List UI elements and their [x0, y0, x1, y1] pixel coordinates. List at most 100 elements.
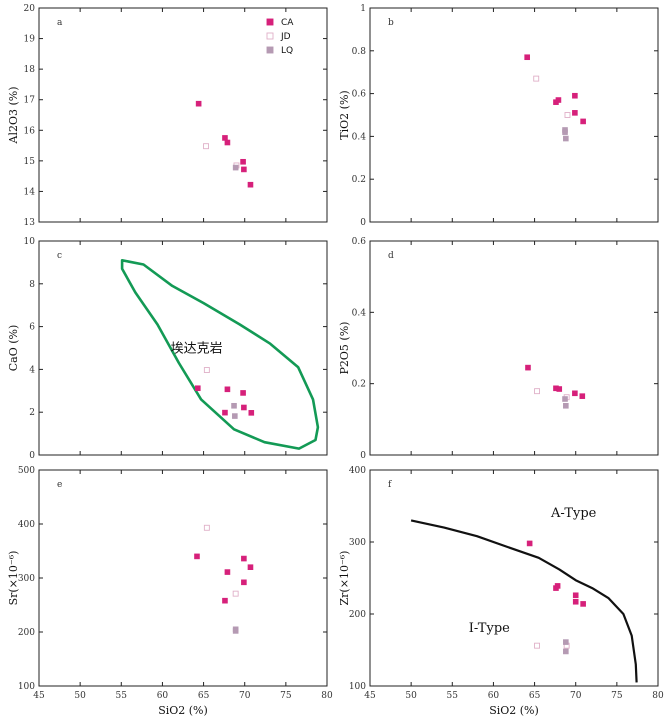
plot-frame	[38, 469, 328, 687]
plot-frame	[369, 7, 659, 223]
y-axis-label: Al2O3 (%)	[7, 86, 20, 144]
data-point-ca	[247, 181, 254, 188]
data-point-ca	[194, 553, 200, 560]
panel-letter: a	[57, 18, 63, 28]
legend-marker-jd	[266, 32, 274, 40]
panel-letter: b	[388, 18, 394, 28]
y-tick-label: 8	[29, 280, 35, 290]
data-point-ca	[580, 601, 586, 607]
data-point-ca	[240, 390, 246, 396]
y-tick-label: 19	[24, 35, 36, 45]
y-axis-label: P2O5 (%)	[338, 322, 351, 375]
data-point-ca	[240, 158, 246, 165]
data-point-ca	[247, 564, 254, 571]
data-point-ca	[241, 579, 247, 586]
data-point-lq	[232, 164, 239, 171]
y-tick-label: 0.4	[352, 308, 367, 318]
legend: CA JD LQ	[266, 18, 294, 56]
data-point-ca	[572, 598, 579, 605]
x-tick-label: 75	[611, 691, 623, 701]
data-point-lq	[563, 135, 569, 142]
data-point-ca	[554, 583, 561, 589]
y-tick-label: 300	[18, 574, 35, 584]
data-point-lq	[562, 396, 568, 402]
data-point-jd	[534, 388, 540, 395]
chart-panel-a: 13 14 15 16 17 18 19 20 a Al2O3 (%) CA JD LQ	[7, 4, 328, 228]
x-axis-label: SiO2 (%)	[489, 704, 539, 717]
data-point-ca	[241, 166, 247, 173]
y-axis-label: TiO2 (%)	[338, 90, 351, 139]
y-tick-label: 6	[29, 323, 35, 333]
data-point-jd	[203, 143, 209, 150]
region-label-i-type: I-Type	[469, 621, 510, 636]
region-label-a-type: A-Type	[550, 506, 597, 521]
data-point-jd	[534, 642, 540, 649]
data-point-ca	[580, 118, 586, 125]
x-tick-label: 65	[529, 691, 541, 701]
y-tick-label: 0	[360, 451, 366, 461]
y-axis-label: CaO (%)	[7, 325, 20, 372]
legend-marker-ca	[266, 18, 274, 26]
data-point-ca	[572, 390, 578, 397]
x-tick-label: 80	[652, 691, 664, 701]
data-point-ca	[222, 409, 228, 416]
legend-marker-lq	[266, 46, 274, 54]
y-tick-label: 16	[24, 126, 36, 136]
x-tick-label: 50	[405, 691, 417, 701]
y-tick-label: 0.6	[352, 90, 367, 100]
data-point-ca	[572, 92, 578, 99]
data-point-ca	[224, 569, 231, 575]
y-tick-label: 15	[24, 157, 36, 167]
y-tick-label: 0.6	[352, 237, 367, 247]
y-tick-label: 100	[349, 682, 366, 692]
y-tick-label: 400	[18, 520, 35, 530]
y-tick-label: 10	[24, 237, 36, 247]
chart-panel-e: 45 50 55 60 65 70 75 80 100 200 300 400 500 e Sr(×10⁻⁶…	[7, 466, 333, 717]
data-point-lq	[562, 129, 568, 135]
y-tick-label: 1	[360, 4, 366, 14]
data-point-ca	[224, 139, 231, 146]
legend-label-lq: LQ	[281, 46, 293, 56]
y-tick-label: 200	[349, 610, 366, 620]
adakite-field-label: 埃达克岩	[171, 341, 223, 356]
data-point-jd	[564, 112, 571, 118]
x-tick-label: 45	[33, 691, 45, 701]
y-tick-label: 14	[24, 187, 36, 197]
y-tick-label: 0.2	[352, 175, 366, 185]
data-point-ca	[572, 110, 578, 116]
data-point-ca	[526, 540, 533, 547]
plot-frame	[38, 7, 328, 223]
legend-label-ca: CA	[281, 18, 294, 28]
y-axis-label: Sr(×10⁻⁶)	[7, 551, 20, 606]
data-point-ca	[195, 100, 202, 107]
adakite-field-outline	[120, 258, 320, 450]
data-point-ca	[524, 54, 530, 61]
x-axis-label: SiO2 (%)	[158, 704, 208, 717]
panel-letter: f	[388, 480, 392, 490]
x-tick-label: 60	[157, 691, 169, 701]
y-tick-label: 200	[18, 628, 35, 638]
y-tick-label: 0.2	[352, 380, 366, 390]
data-point-ca	[222, 597, 228, 604]
legend-label-jd: JD	[280, 32, 291, 42]
x-tick-label: 55	[116, 691, 128, 701]
panel-letter: c	[57, 251, 62, 261]
data-point-ca	[222, 135, 228, 141]
y-tick-label: 0	[29, 451, 35, 461]
data-point-ca	[241, 404, 247, 411]
data-point-ca	[525, 364, 531, 371]
data-point-ca	[579, 393, 586, 399]
chart-panel-b: 0 0.2 0.4 0.6 0.8 1 b TiO2 (%)	[338, 4, 659, 228]
y-tick-label: 20	[24, 4, 36, 14]
data-point-jd	[203, 524, 210, 531]
y-tick-label: 0	[360, 218, 366, 228]
y-axis-label: Zr(×10⁻⁶)	[338, 551, 351, 606]
a-i-type-boundary-line	[410, 519, 638, 683]
y-tick-label: 13	[24, 218, 36, 228]
y-tick-label: 400	[349, 466, 366, 476]
y-tick-label: 300	[349, 538, 366, 548]
x-tick-label: 70	[570, 691, 582, 701]
chart-panel-d: 0 0.2 0.4 0.6 d P2O5 (%)	[338, 237, 659, 461]
y-tick-label: 100	[18, 682, 35, 692]
